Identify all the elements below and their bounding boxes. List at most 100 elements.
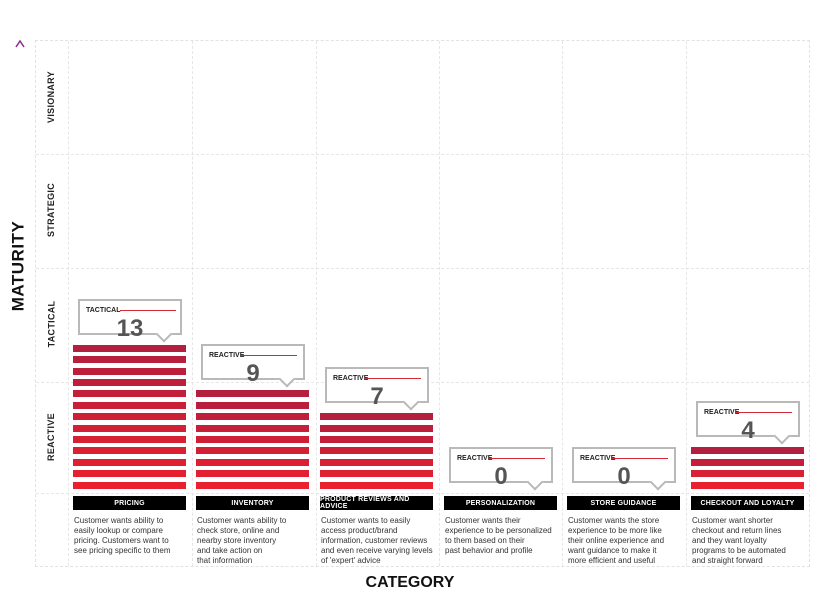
- grid-line: [36, 154, 809, 155]
- description-line: checkout and return lines: [692, 526, 782, 535]
- callout-accent-line: [241, 355, 297, 357]
- description-line: Customer wants the store: [568, 516, 660, 525]
- category-label: PRICING: [73, 496, 186, 510]
- description-line: that information: [197, 556, 253, 565]
- description-line: Customer wants ability to: [74, 516, 164, 525]
- level-label-text: REACTIVE: [46, 412, 56, 461]
- category-description: Customer wants the store experience to be…: [568, 516, 688, 566]
- category-description: Customer wants ability to check store, on…: [197, 516, 317, 566]
- bar-segment: [320, 435, 433, 443]
- callout-value: 4: [741, 417, 755, 445]
- description-line: to them based on their: [445, 536, 525, 545]
- grid-line: [36, 268, 809, 269]
- bar-segment: [196, 470, 309, 478]
- description-line: past behavior and profile: [445, 546, 533, 555]
- callout-maturity-label: REACTIVE: [457, 455, 493, 462]
- description-line: of 'expert' advice: [321, 556, 381, 565]
- callout-maturity-label: REACTIVE: [333, 375, 369, 383]
- grid-line: [686, 41, 687, 566]
- bar-segment: [196, 458, 309, 466]
- callout-accent-line: [120, 309, 176, 311]
- level-label-visionary: VISIONARY: [36, 40, 66, 153]
- category-label: CHECKOUT AND LOYALTY: [691, 496, 804, 510]
- callout-accent-line: [736, 412, 792, 414]
- bar-segment: [73, 390, 186, 398]
- bar-segment: [196, 401, 309, 409]
- bar-segment: [73, 356, 186, 364]
- bar-segment: [196, 481, 309, 489]
- bar-segment: [691, 458, 804, 466]
- callout-value: 0: [494, 463, 508, 490]
- bar-segment: [73, 413, 186, 421]
- description-line: easily lookup or compare: [74, 526, 163, 535]
- callout-value: 0: [617, 463, 631, 490]
- bar-segment: [320, 458, 433, 466]
- grid-line: [439, 41, 440, 566]
- bar-segment: [320, 447, 433, 455]
- value-callout: REACTIVE 9: [201, 344, 305, 388]
- callout-maturity-label: REACTIVE: [209, 352, 245, 360]
- level-label-text: STRATEGIC: [46, 182, 57, 238]
- bar-segment: [196, 390, 309, 398]
- bar-segment: [320, 413, 433, 421]
- callout-accent-line: [612, 458, 668, 459]
- value-callout: REACTIVE 0: [449, 447, 553, 491]
- category-label: PRODUCT REVIEWS AND ADVICE: [320, 496, 433, 510]
- category-description: Customer wants their experience to be per…: [445, 516, 565, 556]
- callout-accent-line: [489, 458, 545, 459]
- callout-maturity-label: REACTIVE: [580, 455, 616, 462]
- callout-maturity-label: REACTIVE: [704, 409, 740, 417]
- description-line: Customer wants ability to: [197, 516, 287, 525]
- description-line: more efficient and useful: [568, 556, 656, 565]
- category-label: STORE GUIDANCE: [567, 496, 680, 510]
- bar-segment: [320, 481, 433, 489]
- description-line: programs to be automated: [692, 546, 786, 555]
- callout-value: 7: [370, 383, 384, 411]
- category-axis-title: CATEGORY: [365, 574, 455, 591]
- description-line: Customer wants their: [445, 516, 521, 525]
- bar-segment: [73, 378, 186, 386]
- value-callout: TACTICAL 13: [78, 298, 182, 343]
- category-description: Customer wants ability to easily lookup o…: [74, 516, 194, 556]
- grid-line: [192, 41, 193, 566]
- grid-line: [316, 41, 317, 566]
- level-label-tactical: TACTICAL: [36, 267, 66, 381]
- description-line: nearby store inventory: [197, 536, 277, 545]
- bar-segment: [73, 447, 186, 455]
- bar-segment: [691, 470, 804, 478]
- bar-segment: [196, 413, 309, 421]
- bar-segment: [196, 447, 309, 455]
- callout-value: 13: [116, 314, 144, 342]
- bar-segment: [73, 344, 186, 352]
- bar: [196, 390, 309, 493]
- value-callout: REACTIVE 0: [572, 447, 676, 491]
- bar-segment: [691, 481, 804, 489]
- bar-segment: [320, 424, 433, 432]
- maturity-axis-title-text: MATURITY: [8, 220, 27, 312]
- grid-line: [68, 41, 69, 566]
- description-line: and take action on: [197, 546, 263, 555]
- grid-line: [562, 41, 563, 566]
- bar-segment: [73, 401, 186, 409]
- bar-segment: [73, 470, 186, 478]
- bar-segment: [73, 458, 186, 466]
- description-line: access product/brand: [321, 526, 398, 535]
- description-line: and they want loyalty: [692, 536, 767, 545]
- bar: [73, 344, 186, 493]
- callout-maturity-label: TACTICAL: [86, 306, 121, 314]
- callout-value: 9: [246, 360, 260, 388]
- bar-segment: [73, 367, 186, 375]
- bar-segment: [196, 424, 309, 432]
- description-line: information, customer reviews: [321, 536, 428, 545]
- category-label: INVENTORY: [196, 496, 309, 510]
- bar: [320, 413, 433, 493]
- description-line: and straight forward: [692, 556, 763, 565]
- value-callout: REACTIVE 4: [696, 401, 800, 445]
- description-line: Customer wants to easily: [321, 516, 411, 525]
- bar-segment: [73, 481, 186, 489]
- description-line: pricing. Customers want to: [74, 536, 169, 545]
- callout-accent-line: [365, 378, 421, 380]
- category-description: Customer wants to easily access product/b…: [321, 516, 441, 566]
- description-line: Customer want shorter: [692, 516, 773, 525]
- description-line: their online experience and: [568, 536, 665, 545]
